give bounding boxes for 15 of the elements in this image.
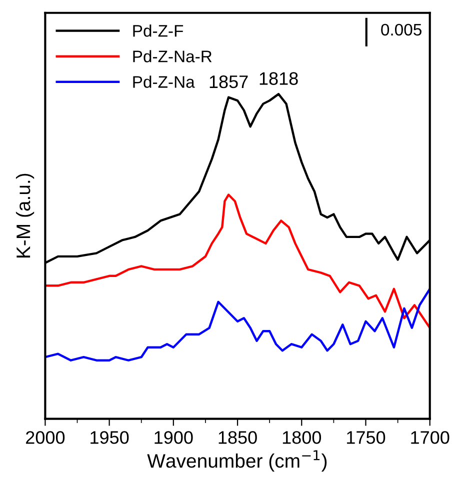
- x-tick-label: 1900: [154, 431, 193, 444]
- x-tick-label: 2000: [26, 431, 65, 444]
- y-axis-title: K-M (a.u.): [16, 174, 34, 258]
- x-axis-title: Wavenumber (cm$^{−1}$): [147, 450, 327, 472]
- annotation: 1818: [260, 72, 298, 85]
- x-tick-label: 1950: [90, 431, 129, 444]
- legend-label: Pd-Z-Na-R: [133, 50, 212, 62]
- x-tick-label: 1800: [282, 431, 322, 444]
- x-tick-label: 1750: [347, 431, 386, 444]
- legend-label: Pd-Z-Na: [133, 76, 195, 88]
- x-tick-label: 1700: [411, 431, 450, 444]
- text: 0.005: [381, 24, 422, 36]
- legend-label: Pd-Z-F: [133, 24, 184, 37]
- annotation: 1857: [210, 75, 248, 88]
- x-tick-label: 1850: [218, 431, 257, 444]
